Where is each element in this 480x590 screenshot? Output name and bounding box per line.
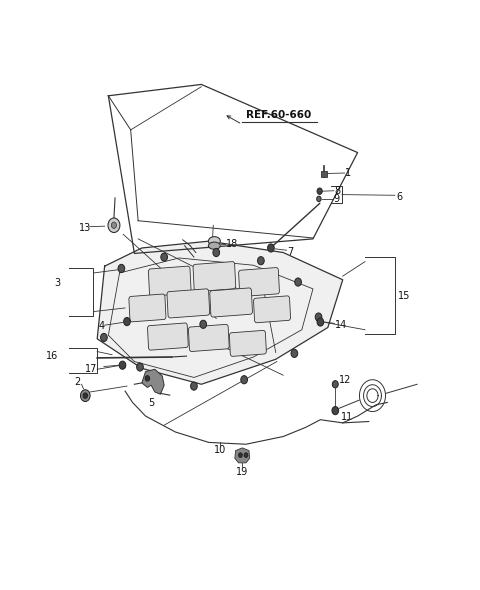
Text: 10: 10 [214,445,226,455]
Text: 1: 1 [345,168,351,178]
Ellipse shape [208,242,220,250]
Circle shape [161,253,168,261]
Circle shape [295,278,301,286]
Text: 6: 6 [396,192,403,202]
FancyBboxPatch shape [239,268,279,297]
Circle shape [81,390,90,402]
Text: 2: 2 [75,377,81,387]
Circle shape [244,453,248,457]
FancyBboxPatch shape [229,330,266,356]
Ellipse shape [208,237,220,245]
Circle shape [332,381,338,388]
Text: 19: 19 [236,467,249,477]
Text: 16: 16 [46,351,58,361]
Text: REF.60-660: REF.60-660 [246,110,311,120]
FancyBboxPatch shape [193,261,236,291]
Text: 7: 7 [288,247,294,257]
Text: 3: 3 [54,278,60,288]
Text: 18: 18 [226,240,238,250]
Polygon shape [97,241,343,384]
FancyBboxPatch shape [147,323,188,350]
FancyBboxPatch shape [189,324,229,352]
FancyBboxPatch shape [210,288,252,317]
Circle shape [315,313,322,321]
Circle shape [200,320,206,329]
Circle shape [124,317,130,326]
Circle shape [258,257,264,265]
Text: 9: 9 [334,194,340,204]
Circle shape [317,318,324,326]
Circle shape [239,453,242,457]
Circle shape [108,218,120,232]
Circle shape [145,376,150,381]
Circle shape [118,264,125,273]
Text: 14: 14 [335,320,348,330]
Circle shape [100,333,107,342]
Circle shape [83,393,87,398]
Polygon shape [235,448,250,463]
Circle shape [267,244,274,252]
Circle shape [317,196,321,202]
Text: 12: 12 [339,375,351,385]
Polygon shape [142,369,164,394]
Circle shape [317,188,322,194]
FancyBboxPatch shape [253,296,290,323]
Circle shape [291,349,298,358]
FancyBboxPatch shape [167,289,210,318]
Bar [321,171,327,176]
Text: 13: 13 [79,222,91,232]
Text: 5: 5 [148,398,154,408]
Circle shape [119,361,126,369]
Circle shape [137,363,144,371]
Circle shape [213,248,219,257]
Circle shape [111,222,117,228]
Text: 15: 15 [398,291,410,301]
FancyBboxPatch shape [129,294,166,322]
Circle shape [332,407,338,415]
Text: 8: 8 [335,186,341,196]
Circle shape [241,376,248,384]
Circle shape [191,382,197,390]
Text: 17: 17 [85,364,97,374]
Text: 4: 4 [99,321,105,331]
FancyBboxPatch shape [148,266,191,296]
Text: 11: 11 [341,412,353,422]
